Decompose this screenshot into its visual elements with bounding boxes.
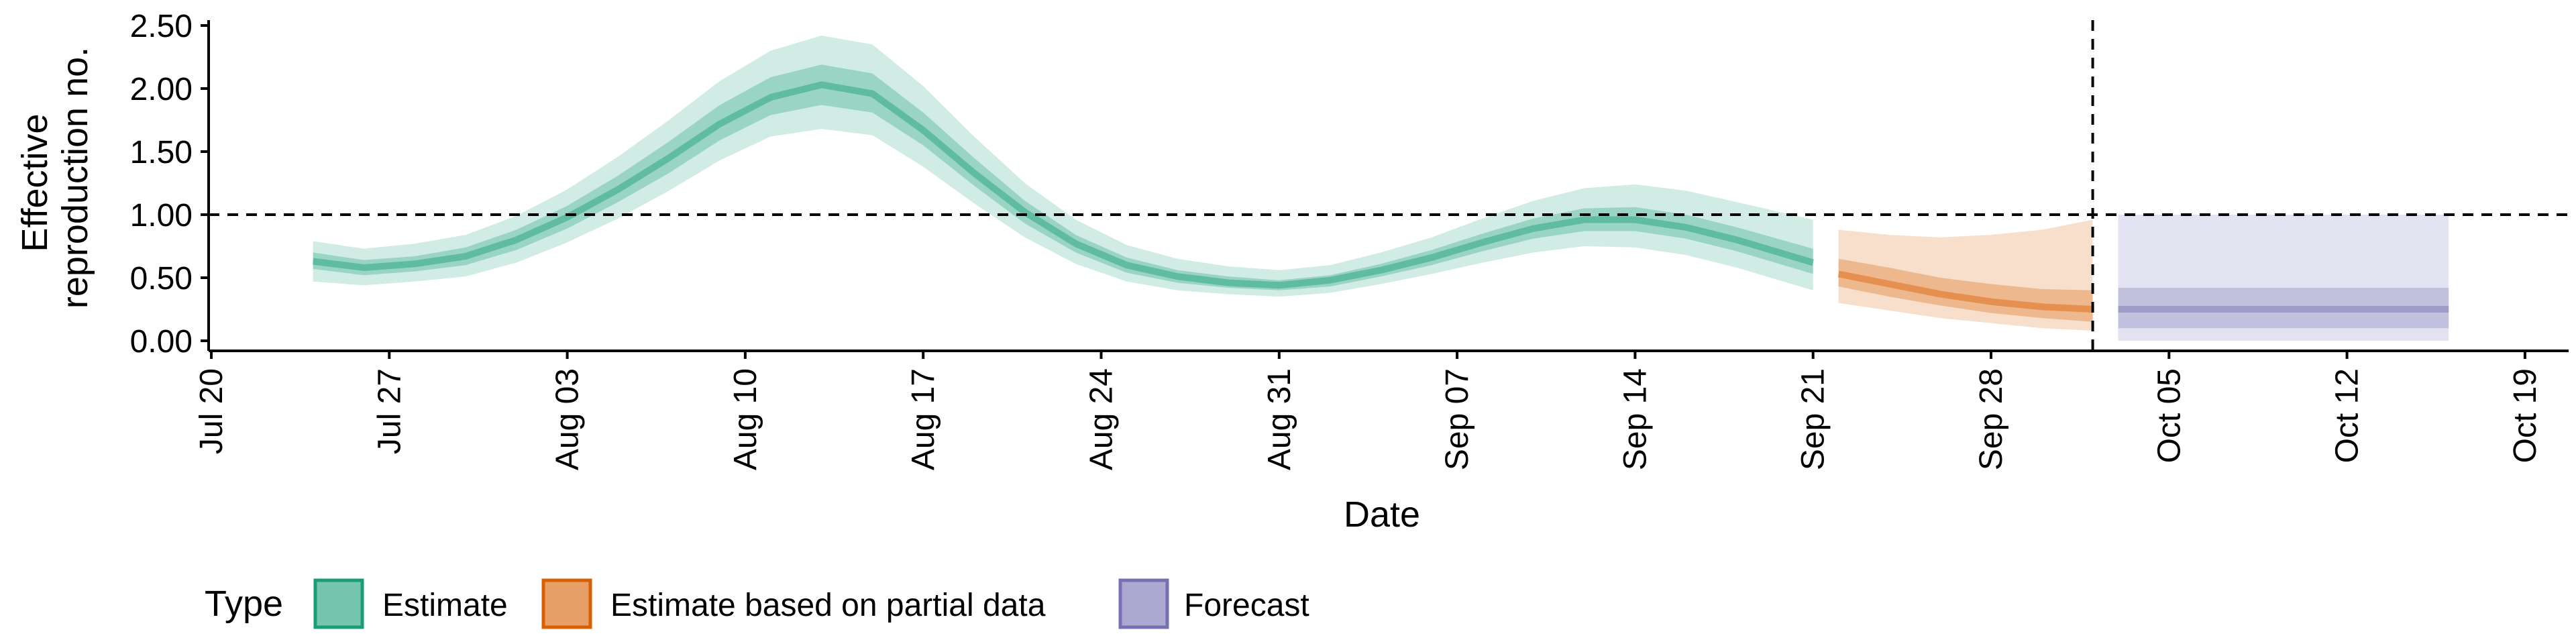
y-tick-label: 1.00 [130, 198, 193, 233]
median-lines [312, 81, 2449, 313]
y-axis-title: Effective reproduction no. [15, 47, 95, 309]
y-axis-title-line-1: Effective [15, 113, 55, 252]
x-tick-label: Oct 05 [2151, 368, 2187, 463]
forecast-band-50 [2118, 288, 2449, 329]
estimate-based-on-partial-data-median-line [1837, 270, 2093, 313]
x-tick-label: Sep 14 [1617, 368, 1653, 470]
estimate-band-90 [313, 36, 1813, 297]
y-axis-ticks: 0.00 0.50 1.00 1.50 2.00 2.50 [130, 9, 209, 360]
x-tick-label: Sep 28 [1974, 368, 2009, 470]
x-tick-label: Aug 17 [906, 368, 941, 470]
legend: Type Estimate Estimate based on partial d… [205, 578, 1309, 629]
estimate-based-on-partial-data-band-50 [1838, 258, 2093, 322]
y-tick-label: 0.50 [130, 261, 193, 297]
x-axis-ticks: Jul 20 Jul 27 Aug 03 Aug 10 Aug 17 Aug 24 Aug … [194, 351, 2543, 470]
x-tick-label: Jul 27 [372, 368, 407, 454]
forecast-band-90 [2118, 215, 2449, 341]
x-tick-label: Aug 31 [1262, 368, 1297, 470]
y-tick-label: 2.50 [130, 9, 193, 44]
y-tick-label: 2.00 [130, 72, 193, 107]
x-tick-label: Sep 21 [1796, 368, 1831, 470]
x-tick-label: Oct 12 [2330, 368, 2365, 463]
x-tick-label: Aug 24 [1084, 368, 1120, 470]
x-tick-label: Jul 20 [194, 368, 229, 454]
estimate-based-on-partial-data-band-90 [1838, 219, 2093, 331]
axes [207, 20, 2569, 352]
legend-key-estimate-based-on-partial-data [541, 578, 592, 629]
x-tick-label: Oct 19 [2508, 368, 2543, 463]
y-tick-label: 1.50 [130, 135, 193, 170]
legend-key-forecast [1118, 578, 1169, 629]
legend-label-forecast: Forecast [1184, 588, 1309, 623]
x-tick-label: Aug 03 [550, 368, 586, 470]
legend-label-estimate-based-on-partial-data: Estimate based on partial data [610, 588, 1046, 623]
estimate-median-line [312, 81, 1815, 289]
y-axis-title-line-2: reproduction no. [55, 47, 95, 309]
legend-title: Type [205, 584, 283, 624]
y-tick-label: 0.00 [130, 324, 193, 360]
legend-label-estimate: Estimate [382, 588, 508, 623]
uncertainty-bands [313, 36, 2449, 341]
estimate-band-50 [313, 64, 1813, 290]
x-tick-label: Sep 07 [1440, 368, 1475, 470]
legend-key-estimate [313, 578, 364, 629]
x-tick-label: Aug 10 [728, 368, 763, 470]
x-axis-title: Date [1344, 494, 1420, 535]
